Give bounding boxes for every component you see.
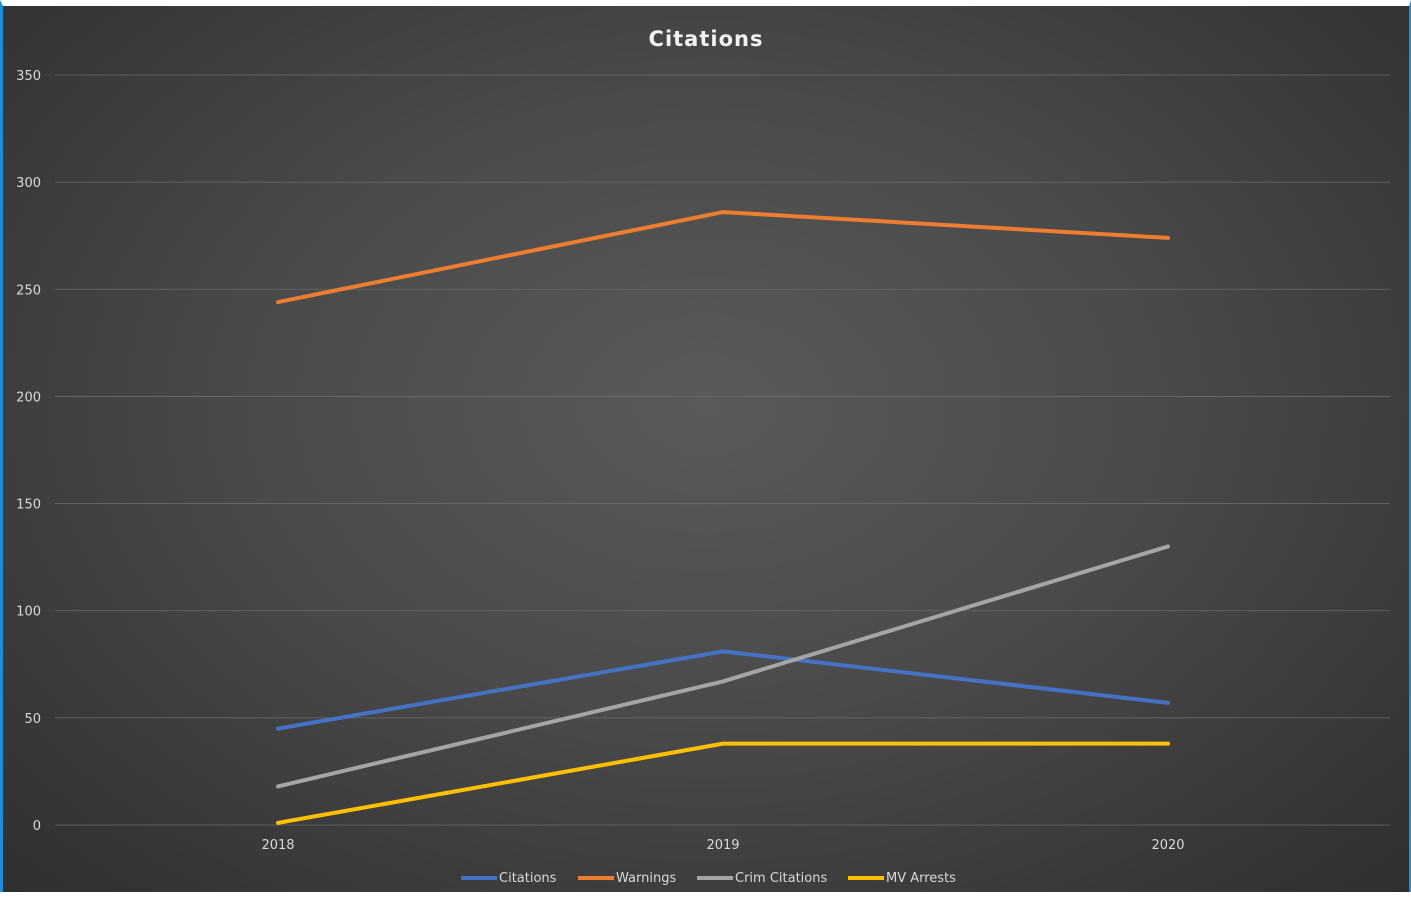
- legend-label-crim-citations: Crim Citations: [735, 871, 827, 886]
- legend-label-warnings: Warnings: [616, 871, 676, 886]
- chart-title: Citations: [649, 27, 764, 51]
- y-axis-tick-labels: 0 50 100 150 200 250 300 350: [16, 69, 41, 834]
- y-tick-label-150: 150: [16, 498, 41, 513]
- legend: Citations Warnings Crim Citations MV Arrest…: [461, 871, 956, 886]
- x-tick-label-2018: 2018: [261, 838, 294, 853]
- x-tick-label-2019: 2019: [706, 838, 739, 853]
- legend-label-mv-arrests: MV Arrests: [886, 871, 956, 886]
- y-tick-label-300: 300: [16, 176, 41, 191]
- y-tick-label-100: 100: [16, 605, 41, 620]
- y-tick-label-200: 200: [16, 390, 41, 405]
- y-tick-label-250: 250: [16, 283, 41, 298]
- series-line-crim-citations: [276, 544, 1170, 789]
- series-line-warnings: [276, 210, 1170, 305]
- line-chart: Citations 0 50 100 150 200 250 300 350 2018 2019…: [16, 27, 1390, 886]
- y-tick-label-50: 50: [24, 712, 41, 727]
- legend-label-citations: Citations: [499, 871, 557, 886]
- x-axis-tick-labels: 2018 2019 2020: [261, 838, 1184, 853]
- gridlines: [55, 74, 1390, 826]
- series-line-mv-arrests: [276, 741, 1170, 825]
- y-tick-label-350: 350: [16, 69, 41, 84]
- series-line-citations: [276, 649, 1170, 731]
- series-lines: [276, 210, 1170, 825]
- y-tick-label-0: 0: [33, 819, 41, 834]
- x-tick-label-2020: 2020: [1151, 838, 1184, 853]
